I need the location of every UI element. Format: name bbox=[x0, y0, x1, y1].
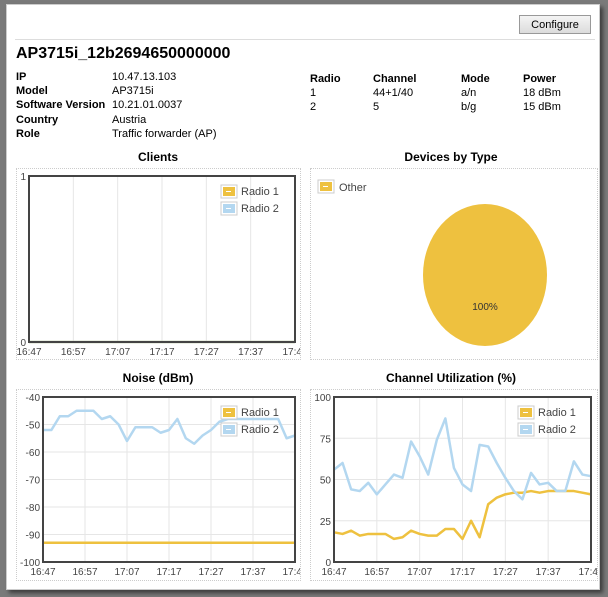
pie-slice bbox=[423, 204, 547, 346]
column-header: Mode bbox=[461, 73, 490, 85]
channel-utilization-chart-box: 16:47 16:57 17:07 17:17 17:27 17:37 17:47 0 25 50… bbox=[310, 389, 604, 581]
x-tick-label: 17:17 bbox=[450, 567, 475, 578]
divider bbox=[15, 39, 595, 40]
y-tick-label: -60 bbox=[26, 448, 41, 459]
legend-swatch-dash bbox=[523, 412, 528, 413]
x-tick-label: 17:17 bbox=[149, 347, 174, 358]
x-tick-label: 17:07 bbox=[407, 567, 432, 578]
x-tick-label: 17:27 bbox=[194, 347, 219, 358]
series-line-1 bbox=[333, 489, 592, 541]
column-header: Channel bbox=[373, 73, 417, 85]
noise-chart-title: Noise (dBm) bbox=[122, 371, 194, 385]
plot-border bbox=[28, 175, 296, 343]
x-tick-label: 17:27 bbox=[493, 567, 518, 578]
column-header: Power bbox=[523, 73, 557, 85]
x-tick-label: 17:07 bbox=[105, 347, 130, 358]
legend-swatch-dash bbox=[226, 412, 231, 413]
info-label: Model bbox=[16, 85, 48, 98]
x-tick-label: 16:47 bbox=[30, 567, 55, 578]
x-tick-label: 17:47 bbox=[282, 347, 300, 358]
info-value: 10.21.01.0037 bbox=[112, 99, 183, 112]
info-label: Country bbox=[16, 113, 59, 126]
y-tick-label: 50 bbox=[320, 476, 332, 487]
legend-swatch-dash bbox=[523, 429, 528, 430]
info-value: Austria bbox=[112, 113, 147, 126]
y-tick-label: 1 bbox=[20, 172, 26, 183]
legend-label: Radio 1 bbox=[538, 407, 576, 419]
clients-chart-box: 16:47 16:57 17:07 17:17 17:27 17:37 17:47 0 1 Rad… bbox=[16, 168, 308, 360]
legend-label: Radio 1 bbox=[241, 186, 279, 198]
clients-chart: 16:47 16:57 17:07 17:17 17:27 17:37 17:47 0 1 Rad… bbox=[16, 172, 307, 358]
devices-chart-title: Devices by Type bbox=[404, 150, 498, 164]
series-line-2 bbox=[333, 417, 592, 501]
cell: 15 dBm bbox=[523, 101, 561, 113]
cell: 2 bbox=[310, 101, 317, 113]
y-tick-label: -70 bbox=[26, 476, 41, 487]
x-tick-label: 16:57 bbox=[61, 347, 86, 358]
info-label: Software Version bbox=[16, 99, 106, 112]
y-tick-label: 0 bbox=[325, 558, 331, 569]
channel-utilization-chart-title: Channel Utilization (%) bbox=[386, 371, 516, 385]
ap-details-panel: Configure AP3715i_12b2694650000000 IP 10.… bbox=[6, 4, 604, 590]
info-value: AP3715i bbox=[112, 85, 154, 98]
x-tick-label: 16:47 bbox=[17, 347, 42, 358]
page-title: AP3715i_12b2694650000000 bbox=[16, 45, 231, 62]
cell: 1 bbox=[310, 87, 317, 99]
pie-slice-label: 100% bbox=[472, 302, 498, 313]
column-header: Radio bbox=[310, 73, 341, 85]
x-tick-label: 17:37 bbox=[240, 567, 265, 578]
cell: b/g bbox=[461, 101, 477, 113]
configure-button[interactable]: Configure bbox=[519, 15, 591, 34]
info-value: 10.47.13.103 bbox=[112, 71, 177, 83]
y-tick-label: 100 bbox=[314, 393, 331, 404]
devices-by-type-chart: 100% Other bbox=[317, 179, 547, 346]
cell: a/n bbox=[461, 87, 477, 99]
y-tick-label: -50 bbox=[26, 421, 41, 432]
x-tick-label: 17:07 bbox=[114, 567, 139, 578]
x-tick-label: 17:37 bbox=[238, 347, 263, 358]
y-tick-label: -100 bbox=[20, 558, 40, 569]
info-label: IP bbox=[16, 71, 27, 83]
x-tick-label: 17:47 bbox=[578, 567, 597, 578]
x-tick-label: 16:57 bbox=[72, 567, 97, 578]
y-tick-label: -80 bbox=[26, 503, 41, 514]
plot-border bbox=[42, 396, 296, 563]
cell: 5 bbox=[373, 101, 380, 113]
clients-chart-title: Clients bbox=[137, 150, 178, 164]
legend-label: Radio 2 bbox=[538, 424, 576, 436]
legend-label: Radio 1 bbox=[241, 407, 279, 419]
x-tick-label: 16:47 bbox=[321, 567, 346, 578]
legend-swatch-dash bbox=[226, 208, 231, 209]
y-tick-label: 25 bbox=[320, 517, 332, 528]
x-tick-label: 17:47 bbox=[282, 567, 300, 578]
cell: 44+1/40 bbox=[373, 87, 414, 99]
noise-chart: 16:47 16:57 17:07 17:17 17:27 17:37 17:47 -40 -5… bbox=[20, 393, 308, 578]
cell: 18 dBm bbox=[523, 87, 561, 99]
y-tick-label: 0 bbox=[20, 338, 26, 349]
channel-utilization-chart: 16:47 16:57 17:07 17:17 17:27 17:37 17:47 0 25 50… bbox=[314, 393, 604, 578]
y-tick-label: -90 bbox=[26, 531, 41, 542]
x-tick-label: 17:27 bbox=[198, 567, 223, 578]
devices-chart-box: 100% Other bbox=[310, 168, 598, 360]
legend-swatch-dash bbox=[323, 186, 328, 187]
legend-label: Other bbox=[339, 182, 367, 194]
y-tick-label: -40 bbox=[26, 393, 41, 404]
plot-border bbox=[333, 396, 592, 563]
legend-swatch-dash bbox=[226, 429, 231, 430]
legend-label: Radio 2 bbox=[241, 424, 279, 436]
legend-label: Radio 2 bbox=[241, 203, 279, 215]
x-tick-label: 17:17 bbox=[156, 567, 181, 578]
x-tick-label: 17:37 bbox=[536, 567, 561, 578]
y-tick-label: 75 bbox=[320, 434, 332, 445]
info-label: Role bbox=[16, 127, 40, 140]
noise-chart-box: 16:47 16:57 17:07 17:17 17:27 17:37 17:47 -40 -5… bbox=[16, 389, 308, 581]
info-value: Traffic forwarder (AP) bbox=[112, 127, 217, 140]
x-tick-label: 16:57 bbox=[364, 567, 389, 578]
legend-swatch-dash bbox=[226, 191, 231, 192]
